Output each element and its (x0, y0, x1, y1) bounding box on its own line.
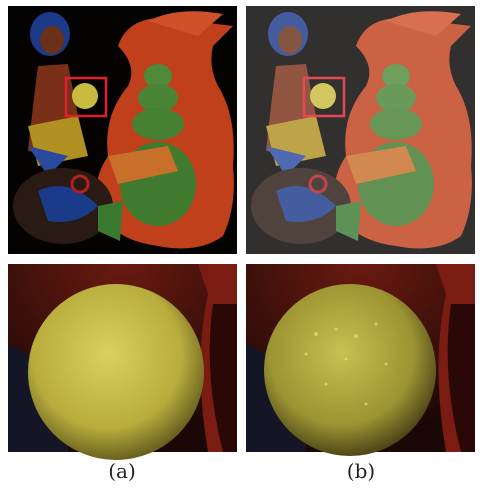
panel-label: (b) (347, 459, 375, 483)
panel-label: (a) (108, 459, 136, 483)
figure: (a) (b) (0, 0, 484, 494)
scene-image (8, 6, 237, 254)
panel-a-overview (8, 6, 237, 254)
scene-image (246, 6, 475, 254)
panel-a-zoom (8, 264, 237, 460)
panel-b-zoom (246, 264, 475, 456)
zoom-ball (264, 284, 436, 456)
panel-b-overview (246, 6, 475, 254)
zoom-ball (28, 284, 204, 460)
figure-canvas: (a) (b) (0, 0, 484, 494)
